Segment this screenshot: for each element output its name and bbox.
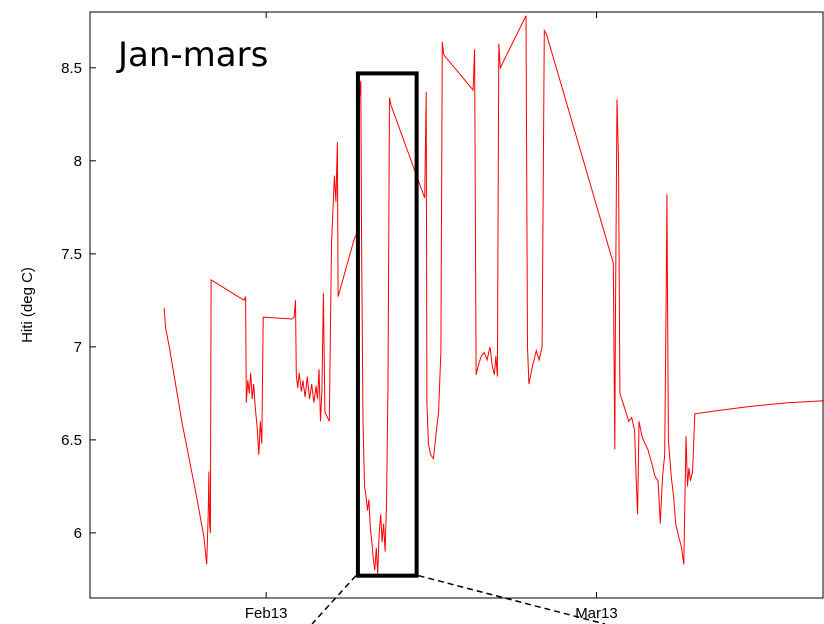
series-layer [163,15,824,574]
y-tick-label-5: 8.5 [61,60,82,77]
y-tick-label-4: 8 [74,153,82,170]
zoom-line-right [418,574,606,624]
plot-border [89,11,824,599]
highlight-box [355,71,419,578]
highlight-layer [311,71,606,624]
y-tick-label-1: 6.5 [61,432,82,449]
y-tick-label-0: 6 [74,525,82,542]
x-tick-label-0: Feb13 [245,605,288,622]
y-tick-label-3: 7.5 [61,246,82,263]
y-tick-label-2: 7 [74,339,82,356]
zoom-line-left [311,575,357,624]
chart-title: Jan-mars [116,35,268,75]
series-line-0 [163,15,824,574]
plot-frame [89,11,824,599]
y-axis-label: Hiti (deg C) [19,267,36,343]
ticks-layer: 6 6.5 7 7.5 8 8.5 Feb13 Mar13 [61,12,618,622]
x-tick-label-1: Mar13 [575,605,618,622]
